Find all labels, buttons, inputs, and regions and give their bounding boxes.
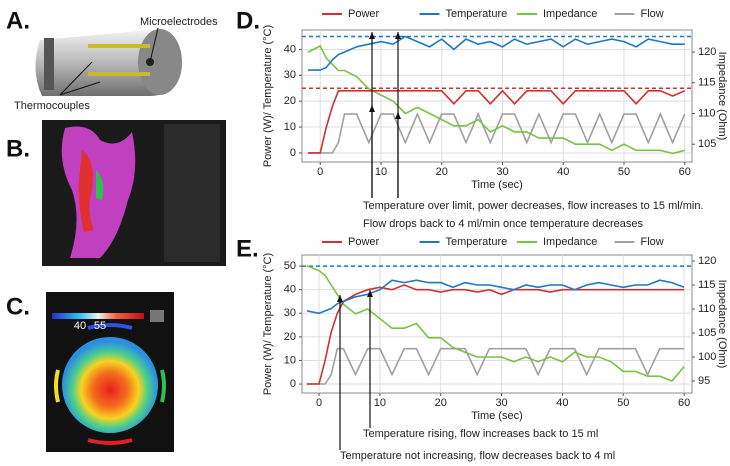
annotation: Temperature over limit, power decreases,… (363, 200, 704, 212)
y-tick-label: 20 (284, 331, 296, 343)
x-tick-label: 10 (374, 397, 386, 409)
panel-label: A. (6, 7, 30, 34)
x-tick-label: 30 (495, 397, 507, 409)
x-axis-label: Time (sec) (471, 179, 523, 191)
x-tick-label: 40 (557, 166, 569, 178)
x-tick-label: 0 (317, 166, 323, 178)
x-tick-label: 20 (435, 397, 447, 409)
y-axis-label: Power (W)/ Temperature (°C) (262, 253, 274, 395)
y2-tick-label: 110 (698, 107, 716, 119)
series-line (308, 89, 686, 154)
y2-tick-label: 105 (698, 327, 716, 339)
x-tick-label: 10 (375, 166, 387, 178)
legend-label: Power (348, 8, 380, 20)
x-tick-label: 60 (679, 166, 691, 178)
y2-tick-label: 105 (698, 138, 716, 150)
y-tick-label: 10 (284, 354, 296, 366)
series-line (307, 44, 685, 155)
panel-label: D. (236, 7, 260, 34)
arrow-head (369, 32, 375, 39)
scale-label: 40 (74, 320, 86, 332)
annotation: Flow drops back to 4 ml/min once tempera… (363, 218, 644, 230)
arrow-head (395, 32, 401, 39)
y-tick-label: 30 (284, 69, 296, 81)
map-image (42, 120, 226, 266)
x-tick-label: 50 (617, 397, 629, 409)
legend-label: Impedance (543, 236, 597, 248)
legend-label: Temperature (446, 8, 508, 20)
arrow-head (337, 295, 343, 302)
y2-tick-label: 110 (698, 303, 716, 315)
y2-tick-label: 120 (698, 46, 716, 58)
y-tick-label: 40 (284, 284, 296, 296)
y2-tick-label: 115 (698, 77, 716, 89)
x-tick-label: 30 (496, 166, 508, 178)
scale-label: 55 (94, 320, 106, 332)
y-tick-label: 30 (284, 307, 296, 319)
annotation: Microelectrodes (140, 16, 218, 28)
y2-axis-label: Impedance (Ohm) (716, 280, 728, 369)
y2-tick-label: 120 (698, 255, 716, 267)
series-line (308, 112, 686, 154)
y-axis-label: Power (W)/ Temperature (°C) (262, 25, 274, 167)
panel-label: B. (6, 135, 30, 162)
annotation: Temperature rising, flow increases back … (363, 428, 598, 440)
plot-area (301, 254, 693, 394)
y-tick-label: 40 (284, 43, 296, 55)
y2-tick-label: 100 (698, 351, 716, 363)
legend-label: Flow (641, 236, 664, 248)
x-tick-label: 60 (678, 397, 690, 409)
y-tick-label: 50 (284, 260, 296, 272)
annotation: Thermocouples (14, 100, 90, 112)
y-tick-label: 0 (290, 147, 296, 159)
legend-label: Impedance (543, 8, 597, 20)
panel-label: C. (6, 293, 30, 320)
panel-label: E. (236, 235, 259, 262)
legend-label: Temperature (446, 236, 508, 248)
series-line (306, 279, 685, 315)
x-tick-label: 40 (556, 397, 568, 409)
catheter-illustration (35, 27, 182, 97)
series-line (306, 284, 685, 385)
y-tick-label: 10 (284, 121, 296, 133)
arrow-head (367, 290, 373, 297)
y-tick-label: 0 (290, 378, 296, 390)
x-axis-label: Time (sec) (471, 410, 523, 422)
series-line (308, 35, 685, 71)
y-tick-label: 20 (284, 95, 296, 107)
y2-axis-label: Impedance (Ohm) (716, 52, 728, 141)
legend-label: Power (348, 236, 380, 248)
y2-tick-label: 115 (698, 279, 716, 291)
y2-tick-label: 95 (698, 375, 710, 387)
legend-label: Flow (641, 8, 664, 20)
thermal-image (46, 292, 174, 452)
series-line (306, 347, 685, 385)
x-tick-label: 0 (316, 397, 322, 409)
x-tick-label: 20 (436, 166, 448, 178)
annotation: Temperature not increasing, flow decreas… (340, 450, 615, 462)
series-line (306, 265, 685, 382)
x-tick-label: 50 (618, 166, 630, 178)
